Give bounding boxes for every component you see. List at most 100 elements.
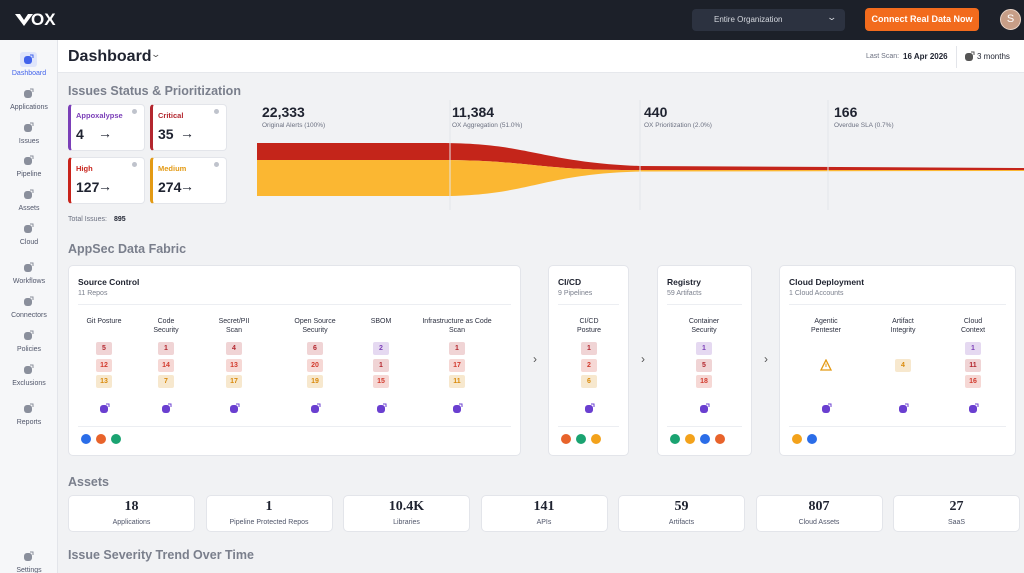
logo-mark xyxy=(15,14,33,26)
funnel-label: OX Prioritization (2.0%) xyxy=(644,122,712,129)
issue-badge[interactable]: 15 xyxy=(373,375,389,388)
nav-label[interactable]: Pipeline xyxy=(16,171,42,178)
nav-icon[interactable] xyxy=(22,296,34,308)
nav-icon[interactable] xyxy=(22,54,34,66)
nav-icon[interactable] xyxy=(22,364,34,376)
asset-card[interactable] xyxy=(480,495,608,532)
asset-card[interactable] xyxy=(618,495,745,532)
issue-badge[interactable]: 1 xyxy=(158,342,174,355)
asset-value: 141 xyxy=(533,499,555,514)
avatar[interactable]: S xyxy=(1000,9,1021,30)
issue-badge[interactable]: 1 xyxy=(965,342,981,355)
asset-value: 807 xyxy=(808,499,830,514)
issue-badge[interactable]: 17 xyxy=(226,375,242,388)
asset-card[interactable] xyxy=(68,495,195,532)
calendar-icon xyxy=(965,51,975,61)
page-title: Dashboard xyxy=(68,48,152,65)
issue-badge[interactable]: 2 xyxy=(373,342,389,355)
issue-badge[interactable]: 11 xyxy=(449,375,465,388)
nav-icon[interactable] xyxy=(22,403,34,415)
issue-badge[interactable]: 5 xyxy=(96,342,112,355)
nav-icon[interactable] xyxy=(22,122,34,134)
integration-icon xyxy=(81,434,91,444)
range-selector[interactable]: 3 months xyxy=(977,52,1010,61)
org-selector[interactable]: Entire Organization xyxy=(692,9,845,31)
nav-label[interactable]: Assets xyxy=(18,205,40,212)
integration-icon xyxy=(591,434,601,444)
asset-value: 10.4K xyxy=(388,499,425,514)
severity-label: Critical xyxy=(158,111,184,120)
tool-icon xyxy=(230,403,240,413)
severity-value: 127 xyxy=(76,179,100,195)
issue-badge[interactable]: 1 xyxy=(449,342,465,355)
integration-icon xyxy=(700,434,710,444)
issue-badge[interactable]: 6 xyxy=(581,375,597,388)
issue-badge[interactable]: 12 xyxy=(96,359,112,372)
group-title: CI/CD xyxy=(558,277,582,287)
group-divider xyxy=(789,426,1006,427)
info-dot xyxy=(214,162,219,167)
integration-icon xyxy=(670,434,680,444)
arrow: → xyxy=(98,178,112,194)
nav-label[interactable]: Issues xyxy=(18,138,40,145)
issue-badge[interactable]: 1 xyxy=(373,359,389,372)
issue-badge[interactable]: 17 xyxy=(449,359,465,372)
asset-label: APIs xyxy=(536,519,552,526)
nav-label[interactable]: Exclusions xyxy=(12,380,46,387)
issue-badge[interactable]: 5 xyxy=(696,359,712,372)
section-title: AppSec Data Fabric xyxy=(68,242,187,256)
nav-label[interactable]: Dashboard xyxy=(11,70,47,77)
issue-badge[interactable]: 16 xyxy=(965,375,981,388)
nav-icon[interactable] xyxy=(22,155,34,167)
nav-label[interactable]: Connectors xyxy=(11,312,47,319)
issue-badge[interactable]: 18 xyxy=(696,375,712,388)
severity-value: 4 xyxy=(76,126,84,142)
arrow: → xyxy=(180,125,194,141)
group-subtitle: 1 Cloud Accounts xyxy=(789,290,844,297)
issue-badge[interactable]: 20 xyxy=(307,359,323,372)
issue-badge[interactable]: 1 xyxy=(581,342,597,355)
asset-card[interactable] xyxy=(343,495,470,532)
nav-icon[interactable] xyxy=(22,262,34,274)
issue-badge[interactable]: 19 xyxy=(307,375,323,388)
issue-badge[interactable]: 11 xyxy=(965,359,981,372)
cta-button[interactable]: Connect Real Data Now xyxy=(865,8,979,31)
nav-icon[interactable] xyxy=(22,88,34,100)
nav-label[interactable]: Policies xyxy=(16,346,42,353)
funnel-label: Original Alerts (100%) xyxy=(262,122,326,129)
issue-badge[interactable]: 7 xyxy=(158,375,174,388)
nav-label[interactable]: Workflows xyxy=(12,278,46,285)
funnel-label: OX Aggregation (51.0%) xyxy=(452,122,523,129)
severity-label: Appoxalypse xyxy=(76,111,123,120)
integration-icon xyxy=(561,434,571,444)
tool-icon xyxy=(453,403,463,413)
nav-label[interactable]: Cloud xyxy=(19,239,39,246)
integration-icon xyxy=(576,434,586,444)
header-bar xyxy=(58,40,1024,73)
nav-label[interactable]: Settings xyxy=(16,567,42,573)
nav-icon[interactable] xyxy=(22,189,34,201)
nav-icon[interactable] xyxy=(22,330,34,342)
nav-icon[interactable] xyxy=(22,551,34,563)
tool-icon xyxy=(969,403,979,413)
issue-badge[interactable]: 2 xyxy=(581,359,597,372)
group-title: Source Control xyxy=(78,277,140,287)
issue-badge[interactable]: 13 xyxy=(96,375,112,388)
asset-card[interactable] xyxy=(755,495,883,532)
section-title: Issues Status & Prioritization xyxy=(68,84,241,98)
issue-badge[interactable]: 4 xyxy=(226,342,242,355)
issue-badge[interactable]: 6 xyxy=(307,342,323,355)
chevron: ⌄ xyxy=(826,12,838,22)
nav-label[interactable]: Reports xyxy=(16,419,42,426)
issue-badge[interactable]: 13 xyxy=(226,359,242,372)
nav-label[interactable]: Applications xyxy=(10,104,48,111)
title-caret: ⌄ xyxy=(150,49,162,59)
asset-card[interactable] xyxy=(205,495,333,532)
issue-badge[interactable]: 14 xyxy=(158,359,174,372)
issue-badge[interactable]: 4 xyxy=(895,359,911,372)
fabric-card xyxy=(779,265,1016,456)
issue-badge[interactable]: 1 xyxy=(696,342,712,355)
asset-card[interactable] xyxy=(893,495,1020,532)
severity-label: High xyxy=(76,164,93,173)
nav-icon[interactable] xyxy=(22,223,34,235)
